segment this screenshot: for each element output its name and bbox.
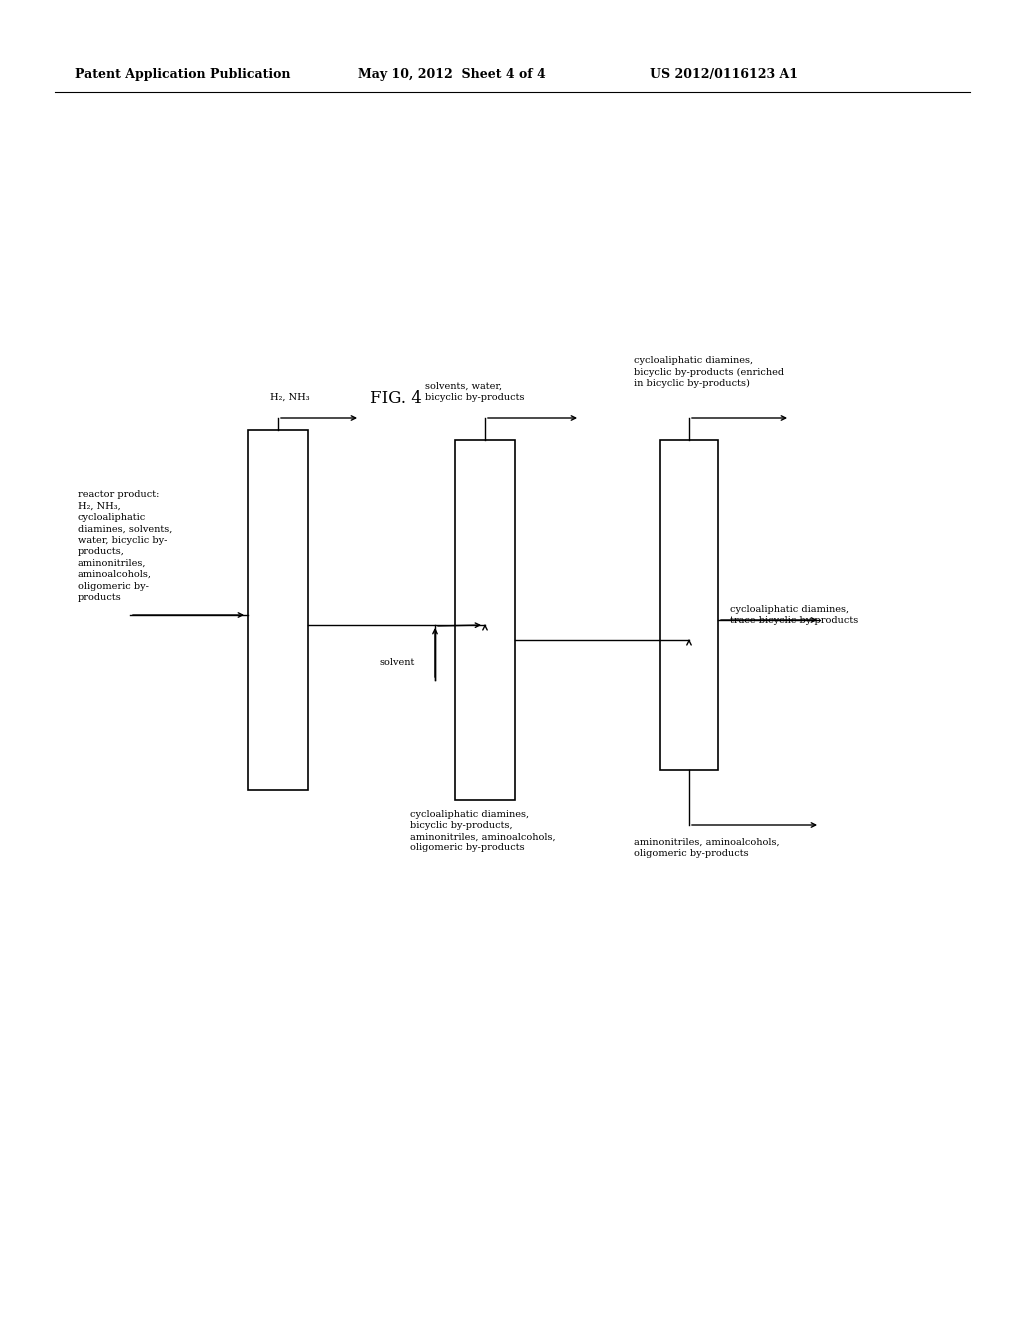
Text: cycloaliphatic diamines,
bicyclic by-products,
aminonitriles, aminoalcohols,
oli: cycloaliphatic diamines, bicyclic by-pro… bbox=[410, 810, 556, 853]
Text: Patent Application Publication: Patent Application Publication bbox=[75, 69, 291, 81]
Text: May 10, 2012  Sheet 4 of 4: May 10, 2012 Sheet 4 of 4 bbox=[358, 69, 546, 81]
Bar bbox=[248, 430, 308, 789]
Text: solvent: solvent bbox=[380, 657, 416, 667]
Bar bbox=[455, 440, 515, 800]
Text: US 2012/0116123 A1: US 2012/0116123 A1 bbox=[650, 69, 798, 81]
Text: reactor product:
H₂, NH₃,
cycloaliphatic
diamines, solvents,
water, bicyclic by-: reactor product: H₂, NH₃, cycloaliphatic… bbox=[78, 490, 172, 602]
Bar bbox=[660, 440, 718, 770]
Text: FIG. 4: FIG. 4 bbox=[370, 389, 422, 407]
Text: H₂, NH₃: H₂, NH₃ bbox=[270, 393, 309, 403]
Text: aminonitriles, aminoalcohols,
oligomeric by-products: aminonitriles, aminoalcohols, oligomeric… bbox=[634, 838, 779, 858]
Text: cycloaliphatic diamines,
bicyclic by-products (enriched
in bicyclic by-products): cycloaliphatic diamines, bicyclic by-pro… bbox=[634, 356, 784, 388]
Text: cycloaliphatic diamines,
trace bicyclic by-products: cycloaliphatic diamines, trace bicyclic … bbox=[730, 605, 858, 626]
Text: solvents, water,
bicyclic by-products: solvents, water, bicyclic by-products bbox=[425, 381, 524, 403]
